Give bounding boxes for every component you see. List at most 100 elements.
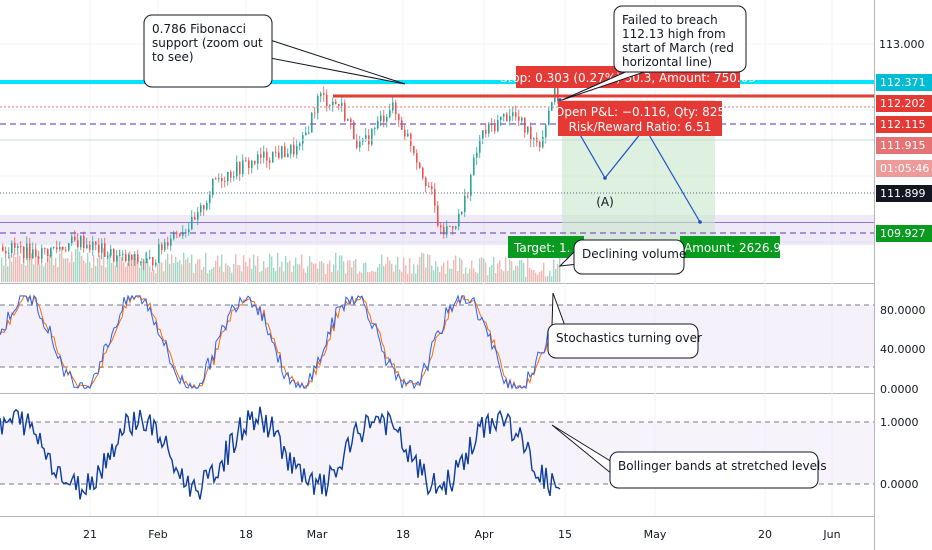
volume-bar bbox=[505, 257, 507, 282]
countdown-tag-bg bbox=[876, 160, 932, 177]
volume-bar bbox=[203, 267, 205, 282]
volume-bar bbox=[163, 271, 165, 282]
candle-body bbox=[479, 138, 481, 153]
volume-bar bbox=[515, 265, 517, 282]
candle-body bbox=[437, 205, 439, 226]
volume-bar bbox=[43, 266, 45, 282]
volume-bar bbox=[429, 254, 431, 282]
volume-bar bbox=[529, 267, 531, 282]
volume-bar bbox=[153, 269, 155, 282]
candle-body bbox=[323, 93, 325, 95]
candle-body bbox=[254, 160, 256, 164]
volume-bar bbox=[205, 252, 207, 282]
candle-body bbox=[341, 102, 343, 106]
volume-bar bbox=[363, 263, 365, 282]
candle-body bbox=[506, 113, 508, 121]
volume-bar bbox=[347, 260, 349, 282]
candle-body bbox=[332, 101, 334, 106]
candle-body bbox=[188, 229, 190, 233]
volume-bar bbox=[495, 272, 497, 282]
volume-bar bbox=[487, 275, 489, 282]
time-tick-label: 18 bbox=[239, 528, 253, 541]
volume-bar bbox=[411, 273, 413, 282]
volume-bar bbox=[71, 251, 73, 282]
volume-bar bbox=[287, 262, 289, 282]
volume-bar bbox=[525, 277, 527, 282]
candle-body bbox=[308, 132, 310, 134]
volume-bar bbox=[177, 262, 179, 282]
candle-body bbox=[272, 151, 274, 163]
volume-bar bbox=[217, 255, 219, 282]
volume-bar bbox=[243, 255, 245, 282]
candle-body bbox=[26, 243, 28, 259]
breach-note-text-line: Failed to breach bbox=[622, 13, 718, 27]
volume-bar bbox=[345, 273, 347, 282]
volume-bars bbox=[1, 246, 561, 282]
wave-point bbox=[558, 98, 562, 102]
pnl-label-box[interactable] bbox=[558, 101, 722, 136]
volume-bar bbox=[121, 257, 123, 282]
candle-body bbox=[119, 255, 121, 256]
volume-bar bbox=[7, 266, 9, 282]
volume-bar bbox=[329, 260, 331, 282]
volume-bar bbox=[197, 259, 199, 282]
volume-bar bbox=[325, 273, 327, 282]
volume-bar bbox=[549, 270, 551, 282]
candle-body bbox=[497, 120, 499, 132]
volume-bar bbox=[335, 252, 337, 282]
candle-body bbox=[98, 244, 100, 253]
volume-bar bbox=[27, 246, 29, 282]
fib-note-box[interactable] bbox=[143, 14, 273, 88]
stoch-note-box[interactable] bbox=[547, 323, 699, 359]
candle-body bbox=[557, 87, 559, 101]
volume-bar bbox=[477, 273, 479, 282]
price-tick-label: 113.000 bbox=[879, 38, 925, 51]
price-tag: 112.371 bbox=[880, 76, 926, 89]
volume-bar bbox=[257, 256, 259, 282]
candle-body bbox=[227, 171, 229, 182]
volume-bar bbox=[537, 274, 539, 282]
volume-bar bbox=[463, 273, 465, 282]
volume-bar bbox=[497, 263, 499, 282]
volume-bar bbox=[75, 249, 77, 282]
volume-bar bbox=[459, 257, 461, 282]
price-tag: 111.915 bbox=[880, 139, 926, 152]
volume-bar bbox=[253, 254, 255, 282]
volume-bar bbox=[315, 263, 317, 282]
candle-body bbox=[524, 117, 526, 133]
volume-bar bbox=[547, 275, 549, 282]
volume-bar bbox=[103, 248, 105, 282]
volume-bar bbox=[337, 270, 339, 282]
candle-body bbox=[416, 153, 418, 163]
candle-body bbox=[404, 129, 406, 137]
candle-body bbox=[134, 254, 136, 260]
volume-bar bbox=[45, 262, 47, 282]
volume-bar bbox=[559, 257, 561, 282]
volume-bar bbox=[187, 257, 189, 282]
target-label-box[interactable] bbox=[508, 236, 584, 258]
candle-body bbox=[461, 211, 463, 214]
candle-body bbox=[452, 226, 454, 229]
target-amount-box[interactable] bbox=[680, 236, 780, 258]
candle-body bbox=[41, 248, 43, 259]
candle-body bbox=[512, 112, 514, 117]
candle-body bbox=[530, 126, 532, 141]
candle-body bbox=[347, 119, 349, 121]
volume-bar bbox=[311, 262, 313, 282]
volume-bar bbox=[245, 262, 247, 282]
volume-bar bbox=[373, 271, 375, 282]
candle-body bbox=[458, 213, 460, 227]
volume-bar bbox=[475, 271, 477, 282]
volume-note-box[interactable] bbox=[573, 239, 685, 275]
volume-bar bbox=[445, 273, 447, 282]
volume-bar bbox=[107, 252, 109, 282]
candle-body bbox=[413, 145, 415, 154]
volume-bar bbox=[165, 259, 167, 282]
bb-percent-line bbox=[0, 406, 561, 500]
volume-bar bbox=[241, 271, 243, 282]
bb-note-box[interactable] bbox=[609, 451, 819, 489]
candle-body bbox=[428, 186, 430, 187]
breach-note-box[interactable] bbox=[613, 5, 747, 73]
volume-bar bbox=[501, 269, 503, 282]
